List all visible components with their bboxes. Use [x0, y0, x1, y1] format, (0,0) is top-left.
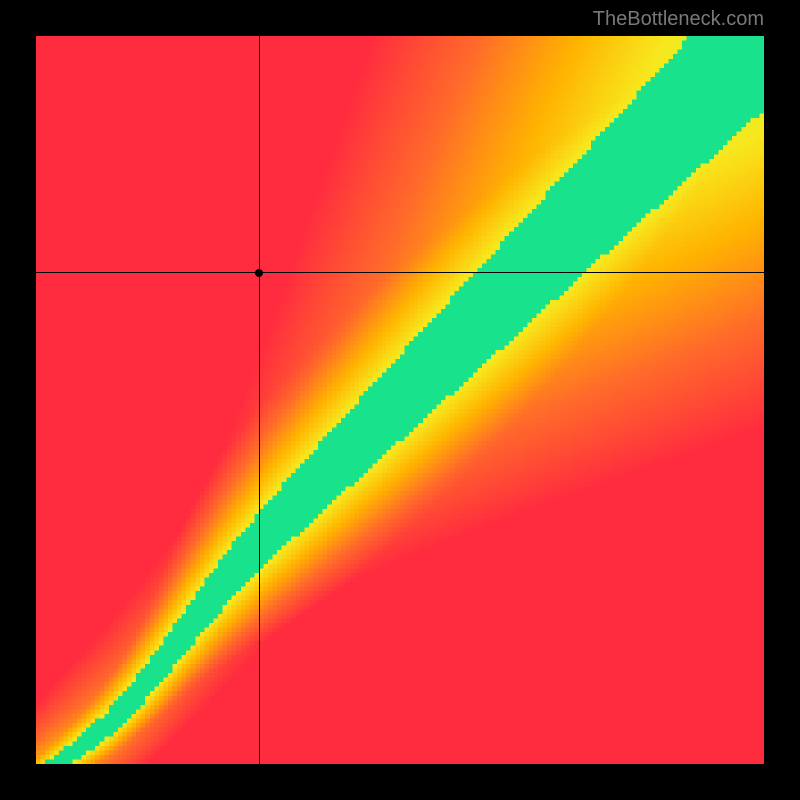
watermark-text: TheBottleneck.com [593, 8, 764, 31]
heatmap-plot [36, 36, 764, 764]
crosshair-vertical [259, 36, 260, 764]
chart-container: TheBottleneck.com [0, 0, 800, 800]
crosshair-horizontal [36, 272, 764, 273]
